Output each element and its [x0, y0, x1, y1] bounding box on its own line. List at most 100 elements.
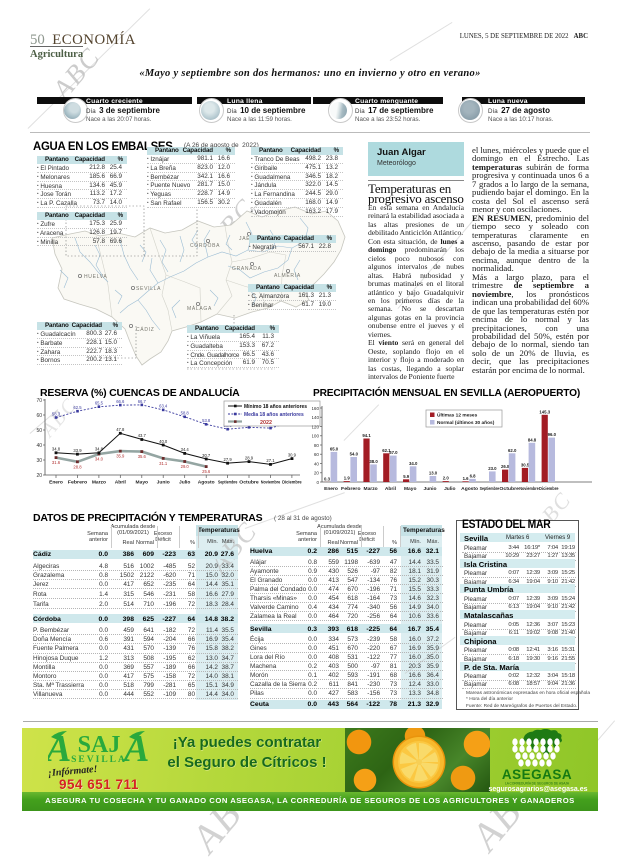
svg-text:53.8: 53.8 — [202, 418, 211, 423]
svg-text:27.9: 27.9 — [224, 457, 233, 462]
svg-text:Enero: Enero — [49, 480, 63, 486]
svg-text:Mínimo 18 años anteriores: Mínimo 18 años anteriores — [244, 404, 307, 410]
svg-text:57.0: 57.0 — [389, 450, 398, 455]
svg-text:100: 100 — [312, 434, 319, 439]
svg-text:34.8: 34.8 — [95, 447, 104, 452]
svg-text:MÁLAGA: MÁLAGA — [187, 305, 212, 312]
svg-text:34.0: 34.0 — [409, 461, 418, 466]
svg-text:Mayo: Mayo — [136, 480, 149, 486]
svg-text:GRANADA: GRANADA — [232, 266, 262, 272]
svg-text:60: 60 — [314, 452, 320, 457]
svg-text:Septiembre: Septiembre — [218, 480, 238, 486]
svg-text:SEVILLA: SEVILLA — [71, 755, 127, 765]
svg-text:35.9: 35.9 — [116, 454, 125, 459]
svg-text:84.8: 84.8 — [528, 437, 537, 442]
svg-text:65.0: 65.0 — [330, 446, 339, 451]
svg-text:Enero: Enero — [324, 486, 338, 492]
svg-text:160: 160 — [312, 406, 319, 411]
svg-text:CÁDIZ: CÁDIZ — [136, 326, 155, 333]
svg-text:Julio: Julio — [444, 486, 455, 492]
svg-text:CÓRDOBA: CÓRDOBA — [190, 242, 220, 249]
svg-text:Agosto: Agosto — [461, 486, 478, 492]
svg-text:5.9: 5.9 — [403, 474, 410, 479]
svg-text:2.0: 2.0 — [443, 476, 450, 481]
svg-text:Marzo: Marzo — [92, 480, 106, 486]
svg-text:13.0: 13.0 — [429, 471, 438, 476]
svg-text:66.7: 66.7 — [138, 399, 147, 404]
svg-text:Noviembre: Noviembre — [519, 486, 539, 492]
svg-text:31.6: 31.6 — [52, 460, 61, 465]
svg-text:Media 18 años anteriores: Media 18 años anteriores — [244, 412, 304, 418]
svg-text:1.6: 1.6 — [463, 476, 470, 481]
svg-text:1.9: 1.9 — [344, 476, 351, 481]
svg-text:63.4: 63.4 — [159, 404, 168, 409]
svg-text:140: 140 — [312, 415, 319, 420]
svg-text:Normal (últimos 30 años): Normal (últimos 30 años) — [437, 420, 495, 426]
svg-text:80: 80 — [314, 443, 320, 448]
svg-text:60: 60 — [36, 413, 42, 419]
svg-text:120: 120 — [312, 424, 319, 429]
svg-text:94.1: 94.1 — [362, 433, 371, 438]
svg-text:Julio: Julio — [179, 480, 190, 486]
svg-text:34.4: 34.4 — [181, 447, 190, 452]
svg-text:66.6: 66.6 — [116, 399, 125, 404]
svg-text:Diciembre: Diciembre — [282, 480, 302, 486]
svg-text:58.3: 58.3 — [52, 411, 61, 416]
svg-text:27.1: 27.1 — [266, 458, 275, 463]
svg-text:26.8: 26.8 — [501, 464, 510, 469]
svg-text:30: 30 — [36, 458, 42, 464]
svg-text:31.1: 31.1 — [159, 461, 168, 466]
svg-text:25.6: 25.6 — [202, 469, 211, 474]
svg-text:LA CORREDURÍA DE SEGUROS DE AS: LA CORREDURÍA DE SEGUROS DE ASAJA — [505, 782, 570, 786]
svg-text:58.8: 58.8 — [181, 411, 190, 416]
svg-text:28.8: 28.8 — [73, 464, 82, 469]
svg-text:Noviembre: Noviembre — [261, 480, 281, 486]
svg-text:62.0: 62.0 — [508, 448, 517, 453]
svg-text:Junio: Junio — [423, 486, 436, 492]
svg-text:96.0: 96.0 — [548, 432, 557, 437]
svg-text:20: 20 — [36, 473, 42, 479]
svg-text:40.0: 40.0 — [159, 439, 168, 444]
svg-text:34.0: 34.0 — [95, 457, 104, 462]
svg-text:Octubre: Octubre — [239, 480, 259, 486]
svg-text:Febrero: Febrero — [341, 486, 361, 492]
svg-text:30.5: 30.5 — [521, 462, 530, 467]
svg-text:SEVILLA: SEVILLA — [136, 286, 161, 292]
svg-text:Mayo: Mayo — [404, 486, 417, 492]
svg-text:43.7: 43.7 — [138, 433, 147, 438]
svg-text:34.8: 34.8 — [52, 447, 61, 452]
svg-text:HUELVA: HUELVA — [84, 274, 107, 280]
svg-text:0: 0 — [316, 480, 319, 485]
svg-text:20: 20 — [314, 471, 320, 476]
svg-text:Marzo: Marzo — [364, 486, 378, 492]
svg-text:Agosto: Agosto — [198, 480, 215, 486]
svg-text:Últimas 12 meses: Últimas 12 meses — [437, 412, 478, 419]
svg-text:145.3: 145.3 — [539, 409, 550, 414]
svg-text:50: 50 — [36, 428, 42, 434]
svg-text:Abril: Abril — [115, 480, 127, 486]
svg-text:Diciembre: Diciembre — [539, 486, 559, 492]
svg-text:28.9: 28.9 — [245, 455, 254, 460]
svg-text:Febrero: Febrero — [68, 480, 88, 486]
svg-text:Octubre: Octubre — [499, 486, 519, 492]
svg-text:ALMERÍA: ALMERÍA — [274, 272, 301, 279]
svg-text:40: 40 — [36, 443, 42, 449]
svg-text:40: 40 — [314, 461, 320, 466]
svg-text:Septiembre: Septiembre — [480, 486, 500, 492]
svg-text:62.5: 62.5 — [73, 405, 82, 410]
svg-text:54.0: 54.0 — [350, 452, 359, 457]
svg-text:30.9: 30.9 — [288, 452, 297, 457]
svg-text:35.6: 35.6 — [138, 454, 147, 459]
svg-text:47.8: 47.8 — [116, 427, 125, 432]
svg-text:Junio: Junio — [157, 480, 170, 486]
svg-text:29.0: 29.0 — [181, 464, 190, 469]
svg-text:2022: 2022 — [260, 420, 272, 426]
svg-text:23.0: 23.0 — [488, 466, 497, 471]
svg-text:33.9: 33.9 — [73, 448, 82, 453]
svg-text:38.0: 38.0 — [369, 459, 378, 464]
svg-text:65.5: 65.5 — [95, 401, 104, 406]
svg-text:70: 70 — [36, 398, 42, 404]
svg-text:30.7: 30.7 — [202, 453, 211, 458]
svg-text:0.3: 0.3 — [324, 476, 331, 481]
svg-text:Abril: Abril — [385, 486, 397, 492]
